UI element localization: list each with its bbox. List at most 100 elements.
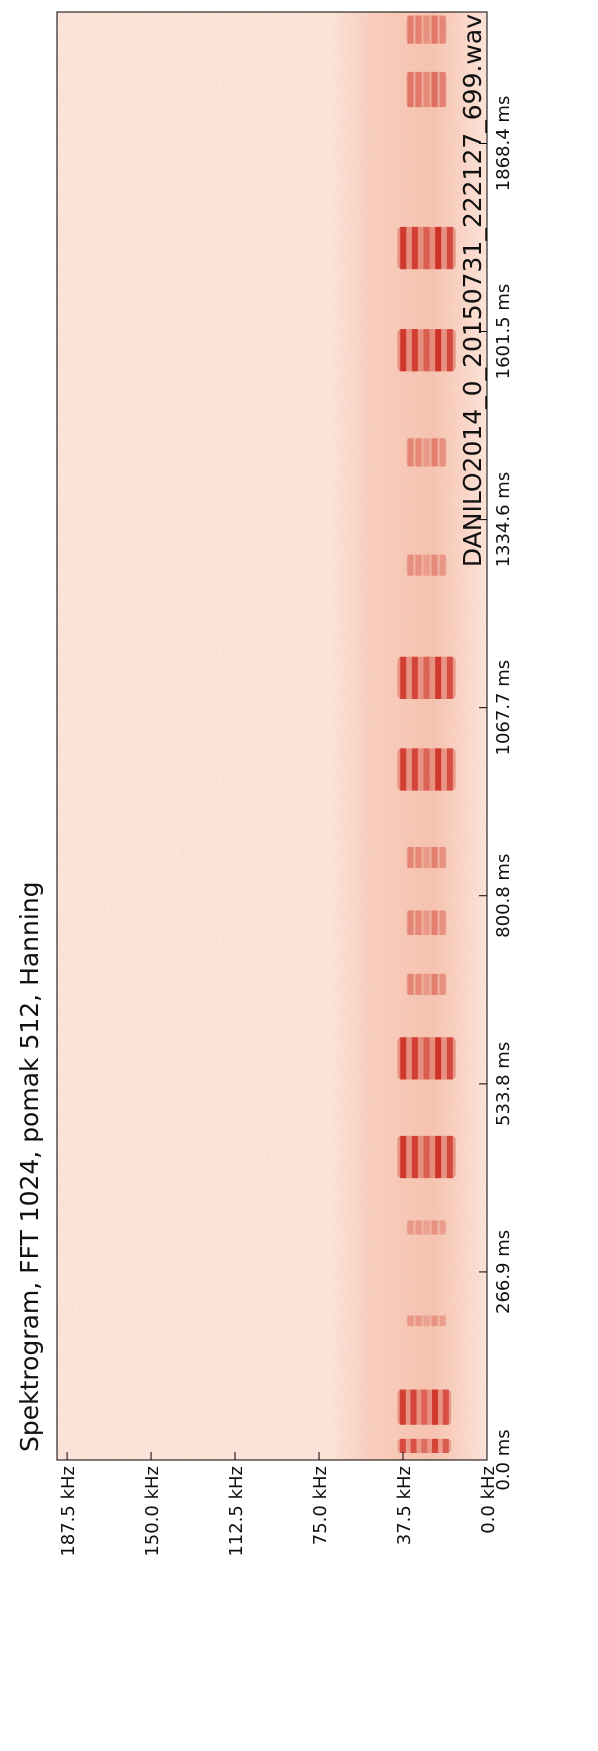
pulse-4-streak-4	[446, 1135, 453, 1179]
pulse-13-streak-1	[411, 329, 418, 372]
pulse-6-streak-0	[407, 973, 414, 995]
pulse-12-streak-2	[423, 438, 430, 467]
pulse-14-streak-4	[446, 226, 453, 270]
pulse-8-streak-1	[415, 846, 422, 869]
pulse-6-streak-4	[439, 973, 446, 995]
time-axis: 0.0 ms 266.9 ms 533.8 ms 800.8 ms 1067.7 ms 1…	[479, 96, 514, 1491]
pulse-11-streak-4	[439, 554, 446, 576]
pulse-11-streak-3	[431, 554, 438, 576]
pulse-7-streak-2	[423, 910, 430, 936]
pulse-group	[397, 15, 456, 1453]
pulse-9-streak-4	[446, 748, 453, 791]
pulse-7-streak-4	[439, 910, 446, 936]
time-tick-label-2: 533.8 ms	[493, 1042, 514, 1126]
pulse-11	[406, 554, 447, 576]
pulse-0-streak-2	[421, 1438, 428, 1453]
time-tick-label-7: 1868.4 ms	[493, 96, 514, 192]
pulse-15-streak-3	[431, 71, 438, 108]
pulse-16-streak-2	[423, 15, 430, 44]
pulse-5-streak-2	[423, 1037, 430, 1080]
time-tick-label-1: 266.9 ms	[493, 1230, 514, 1314]
chart-title: Spektrogram, FFT 1024, pomak 512, Hannin…	[15, 881, 44, 1452]
time-tick-label-5: 1334.6 ms	[493, 472, 514, 568]
pulse-3-halo	[406, 1220, 447, 1235]
pulse-11-streak-0	[407, 554, 414, 576]
pulse-4	[397, 1135, 456, 1179]
pulse-2-streak-3	[431, 1315, 438, 1327]
pulse-13-streak-0	[400, 329, 407, 372]
pulse-8-halo	[406, 846, 447, 869]
pulse-5-streak-3	[435, 1037, 442, 1080]
pulse-10-streak-2	[423, 656, 430, 700]
pulse-15-streak-1	[415, 71, 422, 108]
pulse-8	[406, 846, 447, 869]
pulse-14-streak-1	[411, 226, 418, 270]
pulse-16-streak-1	[415, 15, 422, 44]
pulse-16-streak-4	[439, 15, 446, 44]
pulse-7-streak-0	[407, 910, 414, 936]
pulse-1-streak-3	[432, 1389, 439, 1425]
pulse-1-streak-2	[421, 1389, 428, 1425]
pulse-14	[397, 226, 456, 270]
pulse-0-streak-3	[432, 1438, 439, 1453]
pulse-13-streak-4	[446, 329, 453, 372]
pulse-1-streak-0	[399, 1389, 406, 1425]
pulse-1	[397, 1389, 452, 1425]
pulse-0-streak-0	[399, 1438, 406, 1453]
pulse-6	[406, 973, 447, 995]
pulse-13	[397, 329, 456, 372]
pulse-6-halo	[406, 973, 447, 995]
pulse-13-streak-3	[435, 329, 442, 372]
pulse-11-streak-1	[415, 554, 422, 576]
pulse-14-streak-2	[423, 226, 430, 270]
pulse-7	[406, 910, 447, 936]
pulse-16	[406, 15, 447, 44]
pulse-2-halo	[406, 1315, 447, 1327]
pulse-9-streak-2	[423, 748, 430, 791]
pulse-5-streak-4	[446, 1037, 453, 1080]
pulse-12	[406, 438, 447, 467]
pulse-15-streak-4	[439, 71, 446, 108]
pulse-0-streak-4	[442, 1438, 449, 1453]
time-tick-label-4: 1067.7 ms	[493, 660, 514, 756]
pulse-10-streak-4	[446, 656, 453, 700]
time-tick-label-6: 1601.5 ms	[493, 284, 514, 380]
pulse-5-streak-1	[411, 1037, 418, 1080]
pulse-3	[406, 1220, 447, 1235]
pulse-3-streak-1	[415, 1220, 422, 1235]
pulse-8-streak-4	[439, 846, 446, 869]
pulse-3-streak-4	[439, 1220, 446, 1235]
pulse-16-halo	[406, 15, 447, 44]
pulse-0	[397, 1438, 452, 1453]
chart-subtitle: DANILO2014_0_20150731_222127_699.wav	[458, 14, 487, 567]
pulse-8-streak-2	[423, 846, 430, 869]
pulse-6-streak-2	[423, 973, 430, 995]
pulse-8-streak-3	[431, 846, 438, 869]
pulse-6-streak-3	[431, 973, 438, 995]
pulse-7-streak-1	[415, 910, 422, 936]
pulse-7-streak-3	[431, 910, 438, 936]
pulse-10	[397, 656, 456, 700]
pulse-15-streak-2	[423, 71, 430, 108]
spectrogram-plot-area	[56, 11, 488, 1461]
freq-tick-label-4: 150.0 kHz	[142, 1466, 163, 1557]
pulse-4-streak-0	[400, 1135, 407, 1179]
pulse-7-halo	[406, 910, 447, 936]
time-tick-label-0: 0.0 ms	[493, 1429, 514, 1490]
pulse-2-streak-2	[423, 1315, 430, 1327]
pulse-10-streak-0	[400, 656, 407, 700]
pulse-3-streak-2	[423, 1220, 430, 1235]
freq-tick-label-3: 112.5 kHz	[226, 1466, 247, 1557]
pulse-0-streak-1	[410, 1438, 417, 1453]
pulse-5	[397, 1037, 456, 1080]
pulse-2-streak-0	[407, 1315, 414, 1327]
freq-tick-label-5: 187.5 kHz	[58, 1466, 79, 1557]
time-tick-label-3: 800.8 ms	[493, 854, 514, 938]
plot-frame	[56, 11, 488, 1461]
pulse-5-streak-0	[400, 1037, 407, 1080]
pulse-2-streak-1	[415, 1315, 422, 1327]
pulse-12-halo	[406, 438, 447, 467]
pulse-9-streak-1	[411, 748, 418, 791]
pulse-14-streak-3	[435, 226, 442, 270]
